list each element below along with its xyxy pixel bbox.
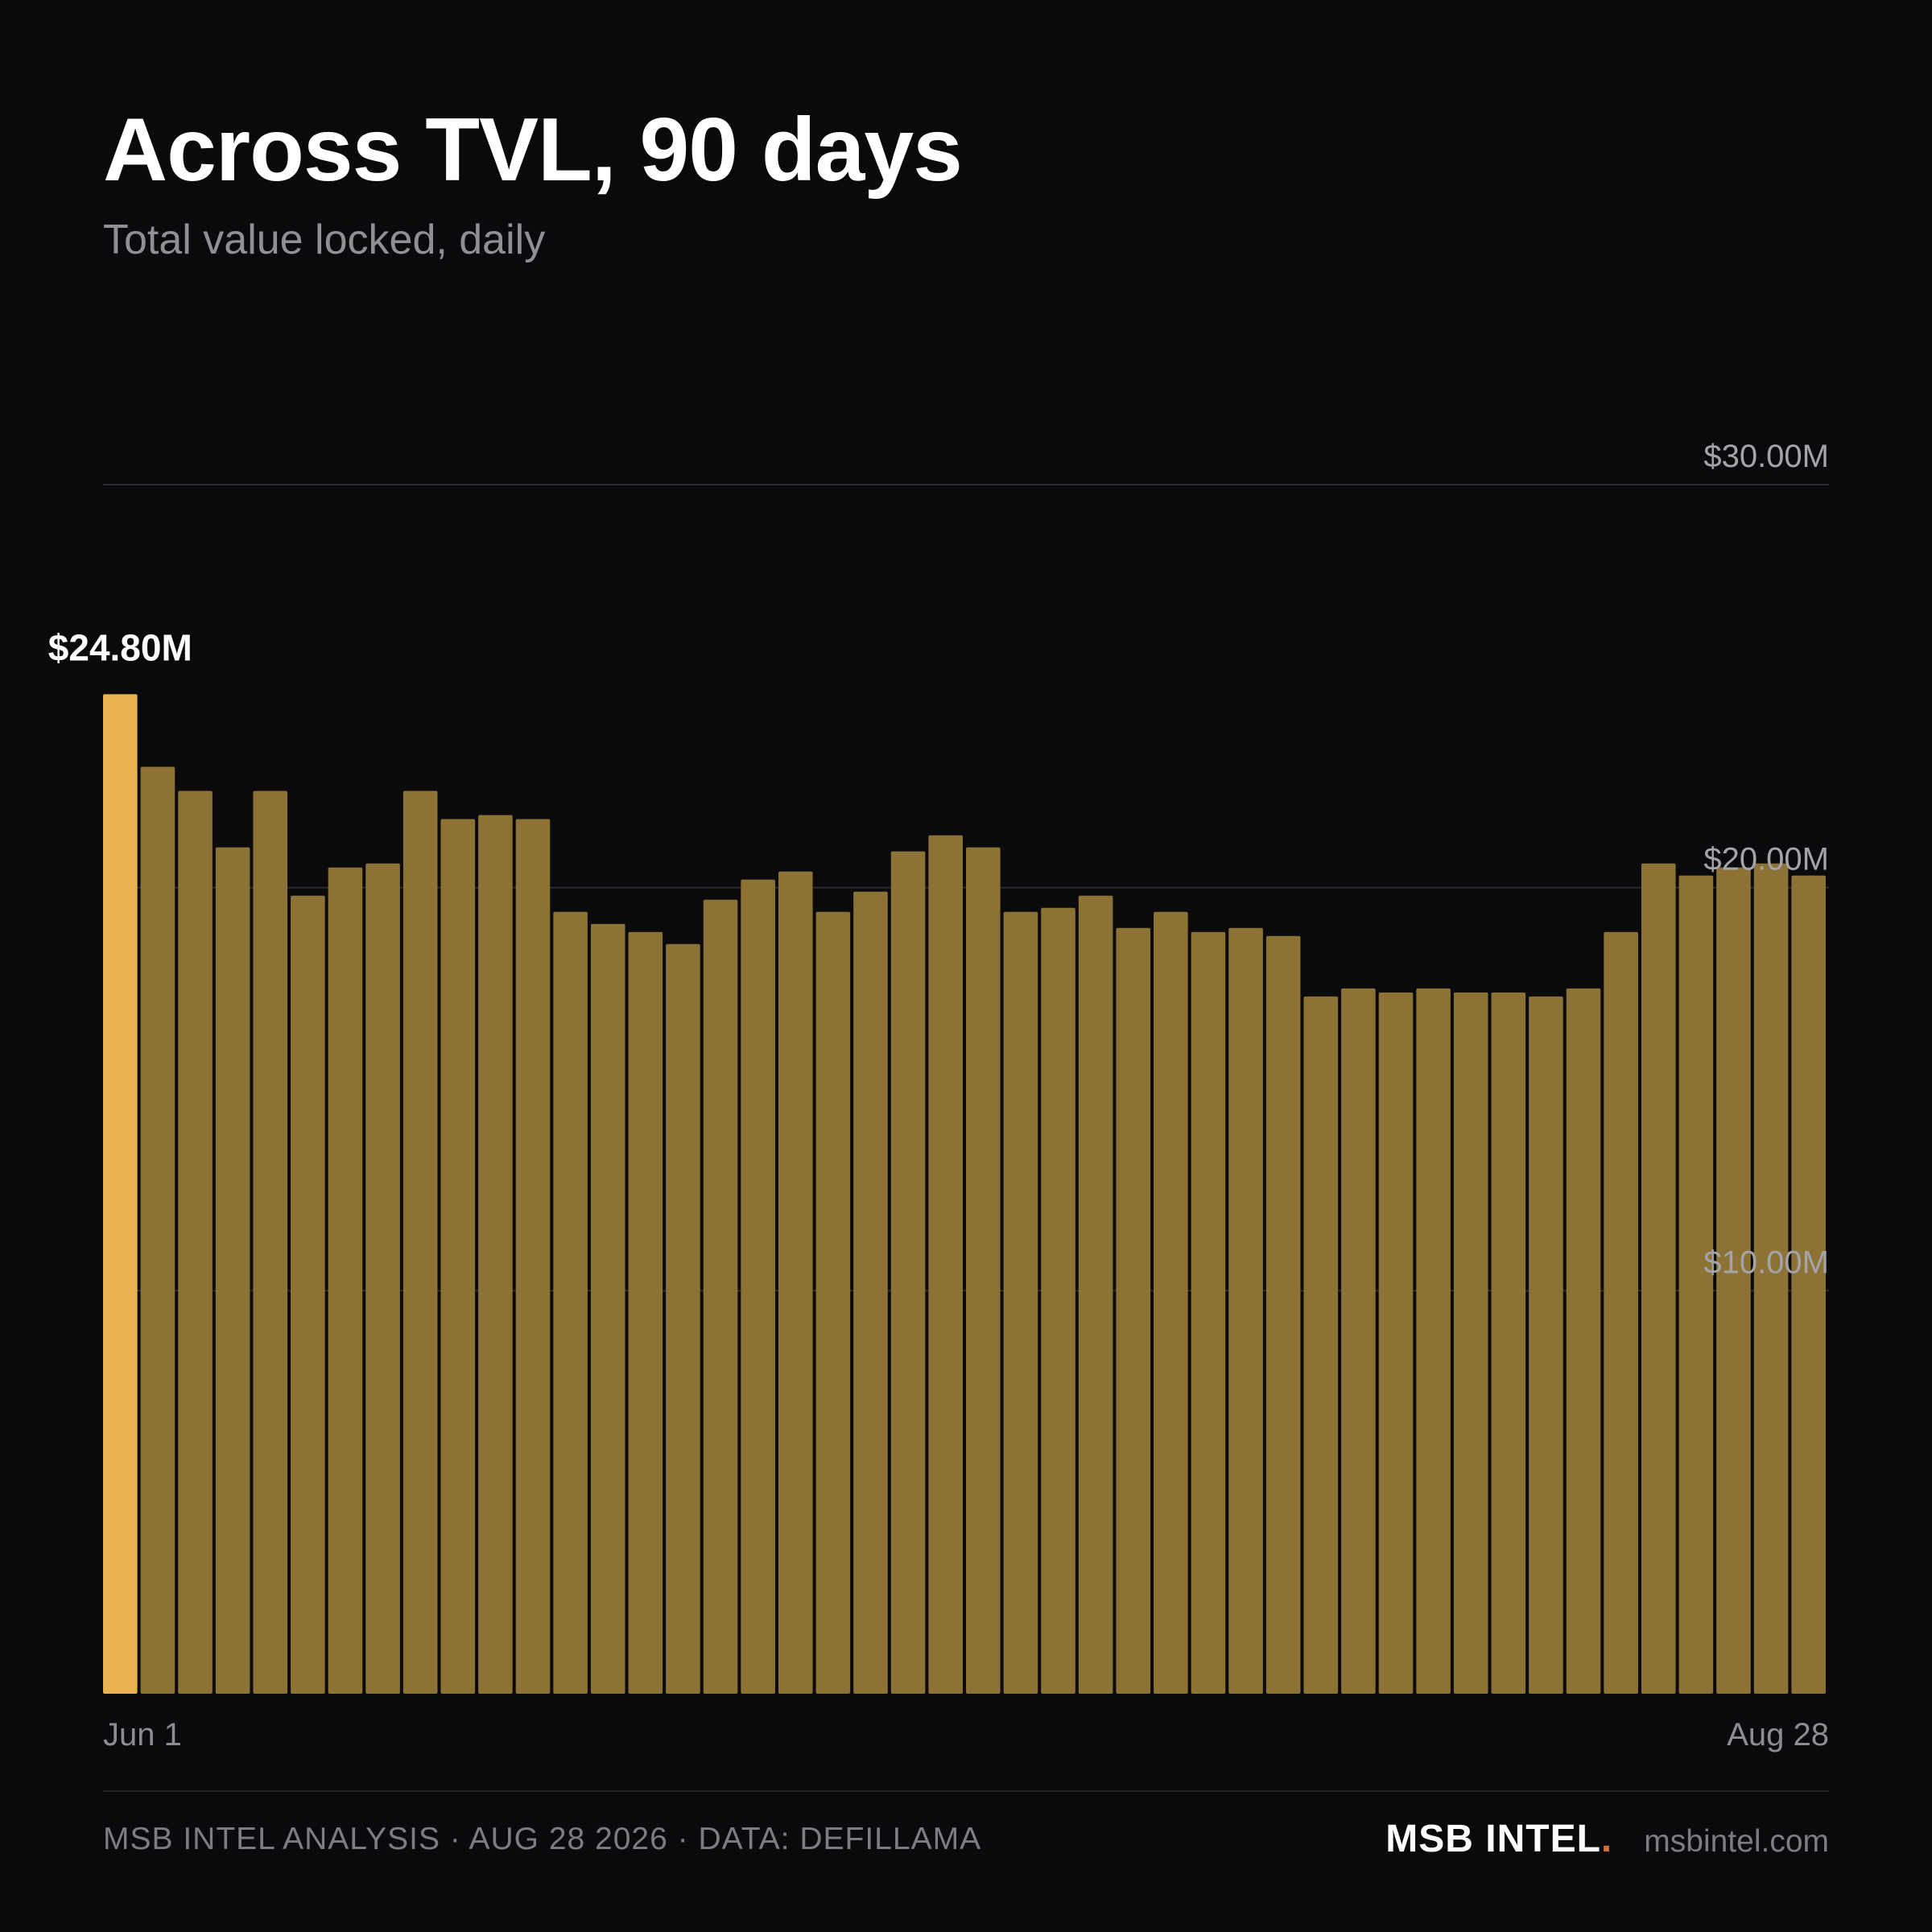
bar (1453, 992, 1488, 1694)
bar (515, 819, 551, 1694)
chart-title: Across TVL, 90 days (103, 100, 963, 200)
bar (253, 791, 288, 1695)
bar (628, 931, 663, 1694)
bar (178, 791, 213, 1695)
bar (215, 847, 250, 1694)
bar (815, 911, 851, 1694)
chart-subtitle: Total value locked, daily (103, 217, 546, 263)
bar (1566, 988, 1601, 1694)
bar (741, 879, 775, 1694)
bar (1791, 875, 1826, 1694)
bar (853, 891, 888, 1694)
y-tick-label: $20.00M (1703, 842, 1829, 877)
bar (1228, 927, 1263, 1694)
x-tick-label: Jun 1 (103, 1717, 182, 1752)
bar-chart: $10.00M $20.00M $30.00M $24.80M Jun 1 Aug 28 (48, 439, 1829, 1752)
y-tick-label: $30.00M (1703, 439, 1829, 474)
bar (478, 815, 513, 1695)
footer-credit: MSB INTEL ANALYSIS · AUG 28 2026 · DATA:… (103, 1822, 982, 1856)
y-tick-label: $10.00M (1703, 1245, 1829, 1280)
bar (440, 819, 476, 1694)
brand-logo: MSB INTEL (1385, 1818, 1601, 1860)
bar (703, 899, 738, 1694)
highlight-bar (103, 694, 138, 1694)
bar (291, 895, 325, 1694)
bar (553, 911, 588, 1694)
bar (402, 791, 438, 1695)
bar (365, 863, 400, 1694)
bar (1191, 931, 1226, 1694)
bar (1753, 863, 1789, 1694)
brand-url: msbintel.com (1644, 1824, 1829, 1859)
bar (328, 867, 363, 1694)
bar (1416, 988, 1451, 1694)
bar (966, 847, 1001, 1694)
bar (590, 923, 625, 1694)
x-tick-label: Aug 28 (1727, 1717, 1829, 1752)
bar (666, 943, 700, 1694)
bar (1716, 867, 1751, 1694)
bar (140, 766, 175, 1694)
bar (890, 851, 926, 1694)
bar (1078, 895, 1113, 1694)
bar (1529, 996, 1563, 1694)
bar (1604, 931, 1638, 1694)
bar (778, 871, 813, 1694)
bar (1378, 992, 1414, 1694)
bar (928, 835, 963, 1694)
bar (1341, 988, 1376, 1694)
brand-dot: . (1600, 1818, 1612, 1860)
bar (1491, 992, 1526, 1694)
bar (1041, 907, 1075, 1694)
brand-group: MSB INTEL. msbintel.com (1385, 1817, 1829, 1861)
bar (1265, 935, 1301, 1694)
footer-divider (103, 1790, 1829, 1792)
highlight-value-label: $24.80M (48, 626, 192, 668)
bar (1641, 863, 1676, 1694)
bar (1003, 911, 1038, 1694)
bar (1678, 875, 1714, 1694)
bar (1154, 911, 1188, 1694)
bar (1303, 996, 1339, 1694)
bar (1116, 927, 1151, 1694)
